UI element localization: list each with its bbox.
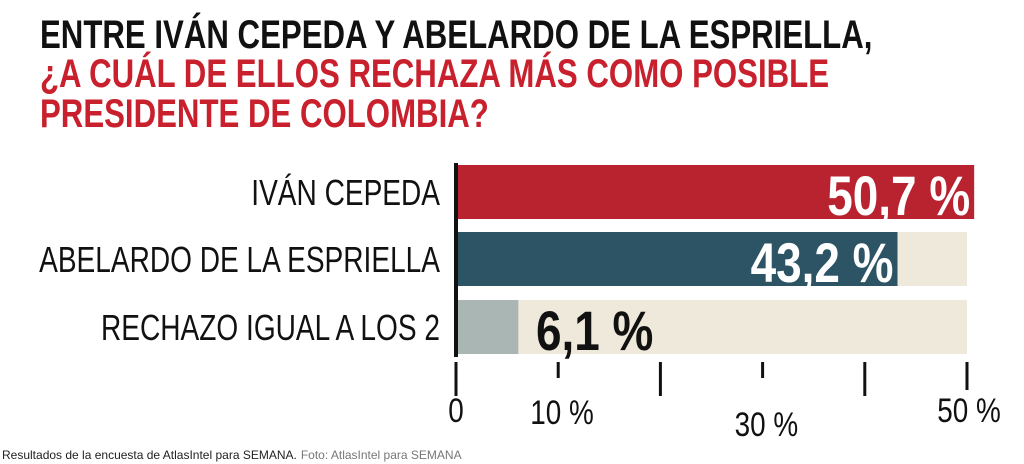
value-label-group: 43,2 %: [751, 232, 894, 294]
bar-track: [456, 300, 967, 354]
chart-subtitle-group: PRESIDENTE DE COLOMBIA?: [40, 91, 489, 136]
value-label-group: 50,7 %: [827, 165, 970, 227]
bar: [456, 232, 898, 286]
category-label: RECHAZO IGUAL A LOS 2: [101, 308, 440, 348]
x-tick-label: 30 %: [735, 405, 799, 443]
value-label: 43,2 %: [751, 232, 894, 294]
chart-subtitle: ¿A CUÁL DE ELLOS RECHAZA MÁS COMO POSIBL…: [40, 51, 829, 96]
x-tick-label-group: 0: [448, 391, 464, 429]
x-tick-label-group: 10 %: [530, 393, 594, 431]
caption: Resultados de la encuesta de AtlasIntel …: [2, 448, 462, 462]
x-tick-label: 0: [448, 391, 464, 429]
bar: [456, 300, 519, 354]
x-tick-label: 50 %: [937, 391, 1001, 429]
x-tick-label-group: 30 %: [735, 405, 799, 443]
category-label-group: ABELARDO DE LA ESPRIELLA: [39, 240, 440, 280]
category-label-group: IVÁN CEPEDA: [251, 173, 440, 213]
value-label-group: 6,1 %: [536, 300, 653, 362]
chart-subtitle-group: ¿A CUÁL DE ELLOS RECHAZA MÁS COMO POSIBL…: [40, 51, 829, 96]
x-tick-label: 10 %: [530, 393, 594, 431]
category-label: IVÁN CEPEDA: [251, 173, 440, 213]
caption-text: Resultados de la encuesta de AtlasIntel …: [2, 448, 297, 462]
chart-subtitle: PRESIDENTE DE COLOMBIA?: [40, 91, 489, 136]
category-label-group: RECHAZO IGUAL A LOS 2: [101, 308, 440, 348]
bar: [456, 165, 975, 219]
category-label: ABELARDO DE LA ESPRIELLA: [39, 240, 440, 280]
x-tick-label-group: 50 %: [937, 391, 1001, 429]
value-label: 50,7 %: [827, 165, 970, 227]
chart-title: ENTRE IVÁN CEPEDA Y ABELARDO DE LA ESPRI…: [40, 12, 872, 57]
chart-title-group: ENTRE IVÁN CEPEDA Y ABELARDO DE LA ESPRI…: [40, 12, 872, 57]
value-label: 6,1 %: [536, 300, 653, 362]
credit-text: Foto: AtlasIntel para SEMANA: [301, 448, 462, 462]
